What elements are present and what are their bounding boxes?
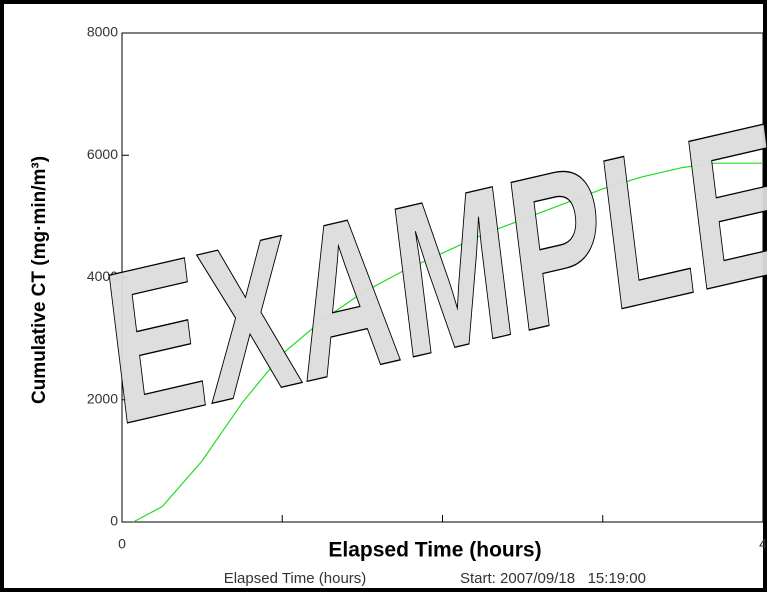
y-tick-label: 8000: [87, 24, 118, 40]
x-axis-label: Elapsed Time (hours): [328, 539, 541, 562]
label-box: [165, 533, 705, 566]
data-line: [132, 162, 763, 523]
y-tick-label: 0: [110, 513, 118, 529]
y-tick-label: 6000: [87, 146, 118, 162]
footer-x-label: Elapsed Time (hours): [224, 570, 367, 587]
start-time: Start: 2007/09/18 15:19:00: [460, 570, 646, 587]
y-axis-label: Cumulative CT (mg·min/m³): [29, 156, 50, 404]
y-tick-label: 4000: [87, 268, 118, 284]
x-tick-label: 4: [759, 536, 767, 552]
x-tick-label: 0: [118, 536, 126, 552]
y-tick-label: 2000: [87, 390, 118, 406]
